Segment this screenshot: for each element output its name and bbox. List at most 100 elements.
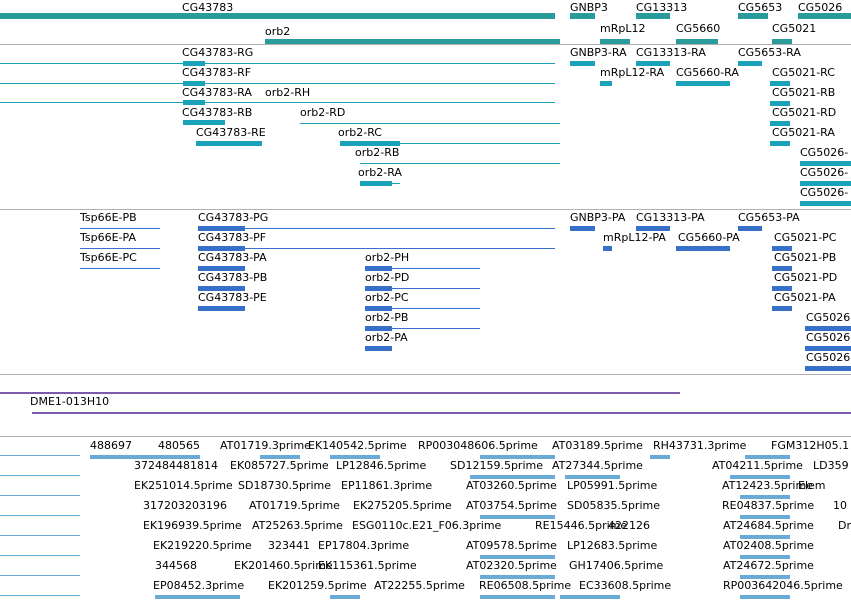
proteins-label[interactable]: orb2-PA <box>365 331 408 344</box>
proteins-exon-block[interactable] <box>198 286 245 291</box>
transcripts-exon-block[interactable] <box>800 181 851 186</box>
transcripts-exon-block[interactable] <box>183 120 225 125</box>
ests-label[interactable]: RH43731.3prime <box>653 439 747 452</box>
ests-label[interactable]: 344568 <box>155 559 197 572</box>
transcripts-label[interactable]: CG43783-RG <box>182 46 254 59</box>
ests-label[interactable]: EK115361.5prime <box>318 559 417 572</box>
ests-exon-block[interactable] <box>480 575 555 579</box>
proteins-exon-block[interactable] <box>198 226 245 231</box>
transcripts-feature-line[interactable] <box>0 102 555 103</box>
proteins-label[interactable]: orb2-PC <box>365 291 409 304</box>
proteins-feature-line[interactable] <box>198 248 555 249</box>
transcripts-label[interactable]: CG5026- <box>800 186 849 199</box>
ests-label[interactable]: 422126 <box>608 519 650 532</box>
proteins-feature-line[interactable] <box>198 228 555 229</box>
ests-label[interactable]: 372484481814 <box>134 459 218 472</box>
transcripts-exon-block[interactable] <box>770 101 790 106</box>
ests-label[interactable]: AT01719.3prime <box>220 439 311 452</box>
transcripts-exon-block[interactable] <box>183 100 205 105</box>
ests-label[interactable]: EK201460.5prime <box>234 559 333 572</box>
transcripts-label[interactable]: CG5021-RB <box>772 86 836 99</box>
ests-feature-line[interactable] <box>0 455 80 456</box>
proteins-label[interactable]: Tsp66E-PC <box>80 251 137 264</box>
clones-feature-line[interactable] <box>0 392 680 394</box>
transcripts-label[interactable]: orb2-RC <box>338 126 382 139</box>
proteins-exon-block[interactable] <box>636 226 670 231</box>
transcripts-label[interactable]: CG43783-RE <box>196 126 266 139</box>
ests-feature-line[interactable] <box>0 515 80 516</box>
transcripts-label[interactable]: orb2-RB <box>355 146 400 159</box>
genes-label[interactable]: orb2 <box>265 25 291 38</box>
proteins-exon-block[interactable] <box>365 326 392 331</box>
ests-exon-block[interactable] <box>470 475 555 479</box>
ests-label[interactable]: 488697 <box>90 439 132 452</box>
ests-exon-block[interactable] <box>480 555 555 559</box>
ests-label[interactable]: EK196939.5prime <box>143 519 242 532</box>
transcripts-label[interactable]: orb2-RA <box>358 166 402 179</box>
proteins-feature-line[interactable] <box>365 268 480 269</box>
ests-label[interactable]: LP12846.5prime <box>336 459 427 472</box>
proteins-label[interactable]: CG5026 <box>806 311 851 324</box>
proteins-exon-block[interactable] <box>772 286 792 291</box>
proteins-exon-block[interactable] <box>805 366 851 371</box>
proteins-label[interactable]: CG5021-PB <box>774 251 837 264</box>
ests-exon-block[interactable] <box>650 455 670 459</box>
transcripts-exon-block[interactable] <box>600 81 612 86</box>
transcripts-feature-line[interactable] <box>360 163 560 164</box>
ests-exon-block[interactable] <box>740 555 790 559</box>
proteins-exon-block[interactable] <box>676 246 730 251</box>
proteins-label[interactable]: CG5021-PD <box>774 271 838 284</box>
ests-label[interactable]: LD359 <box>813 459 849 472</box>
ests-label[interactable]: RP003048606.5prime <box>418 439 538 452</box>
ests-label[interactable]: RE15446.5prime <box>535 519 628 532</box>
ests-label[interactable]: SD12159.5prime <box>450 459 543 472</box>
transcripts-exon-block[interactable] <box>800 161 851 166</box>
ests-label[interactable]: LP12683.5prime <box>567 539 658 552</box>
ests-label[interactable]: EP17804.3prime <box>318 539 410 552</box>
genes-label[interactable]: CG5653 <box>738 1 783 14</box>
ests-exon-block[interactable] <box>330 455 380 459</box>
transcripts-label[interactable]: CG5653-RA <box>738 46 801 59</box>
ests-feature-line[interactable] <box>0 555 80 556</box>
proteins-label[interactable]: Tsp66E-PA <box>80 231 136 244</box>
transcripts-exon-block[interactable] <box>738 61 762 66</box>
transcripts-feature-line[interactable] <box>0 63 555 64</box>
proteins-label[interactable]: CG43783-PA <box>198 251 267 264</box>
ests-feature-line[interactable] <box>0 595 80 596</box>
ests-label[interactable]: EK251014.5prime <box>134 479 233 492</box>
transcripts-feature-line[interactable] <box>340 143 560 144</box>
ests-label[interactable]: Elem <box>798 479 826 492</box>
ests-label[interactable]: AT02408.5prime <box>723 539 814 552</box>
genes-exon-block[interactable] <box>798 13 851 19</box>
transcripts-exon-block[interactable] <box>770 141 790 146</box>
ests-label[interactable]: LP05991.5prime <box>567 479 658 492</box>
transcripts-exon-block[interactable] <box>770 81 790 86</box>
proteins-exon-block[interactable] <box>805 346 851 351</box>
proteins-label[interactable]: CG5021-PA <box>774 291 836 304</box>
proteins-exon-block[interactable] <box>772 306 792 311</box>
ests-feature-line[interactable] <box>0 535 80 536</box>
transcripts-label[interactable]: orb2-RD <box>300 106 346 119</box>
proteins-label[interactable]: CG5026 <box>806 331 851 344</box>
proteins-label[interactable]: CG5026 <box>806 351 851 364</box>
proteins-exon-block[interactable] <box>603 246 612 251</box>
proteins-exon-block[interactable] <box>570 226 595 231</box>
ests-exon-block[interactable] <box>740 575 790 579</box>
ests-label[interactable]: RE04837.5prime <box>722 499 815 512</box>
proteins-exon-block[interactable] <box>365 266 392 271</box>
ests-label[interactable]: AT22255.5prime <box>374 579 465 592</box>
genes-label[interactable]: CG5660 <box>676 22 721 35</box>
ests-feature-line[interactable] <box>0 495 80 496</box>
proteins-label[interactable]: CG43783-PB <box>198 271 268 284</box>
ests-exon-block[interactable] <box>480 595 555 599</box>
genes-exon-block[interactable] <box>772 39 792 45</box>
clones-feature-line[interactable] <box>32 412 851 414</box>
ests-label[interactable]: EK275205.5prime <box>353 499 452 512</box>
ests-exon-block[interactable] <box>480 515 555 519</box>
transcripts-feature-line[interactable] <box>0 83 555 84</box>
transcripts-exon-block[interactable] <box>183 61 205 66</box>
ests-exon-block[interactable] <box>155 595 240 599</box>
proteins-exon-block[interactable] <box>772 266 792 271</box>
transcripts-exon-block[interactable] <box>570 61 595 66</box>
ests-label[interactable]: RP003642046.5prime <box>723 579 843 592</box>
